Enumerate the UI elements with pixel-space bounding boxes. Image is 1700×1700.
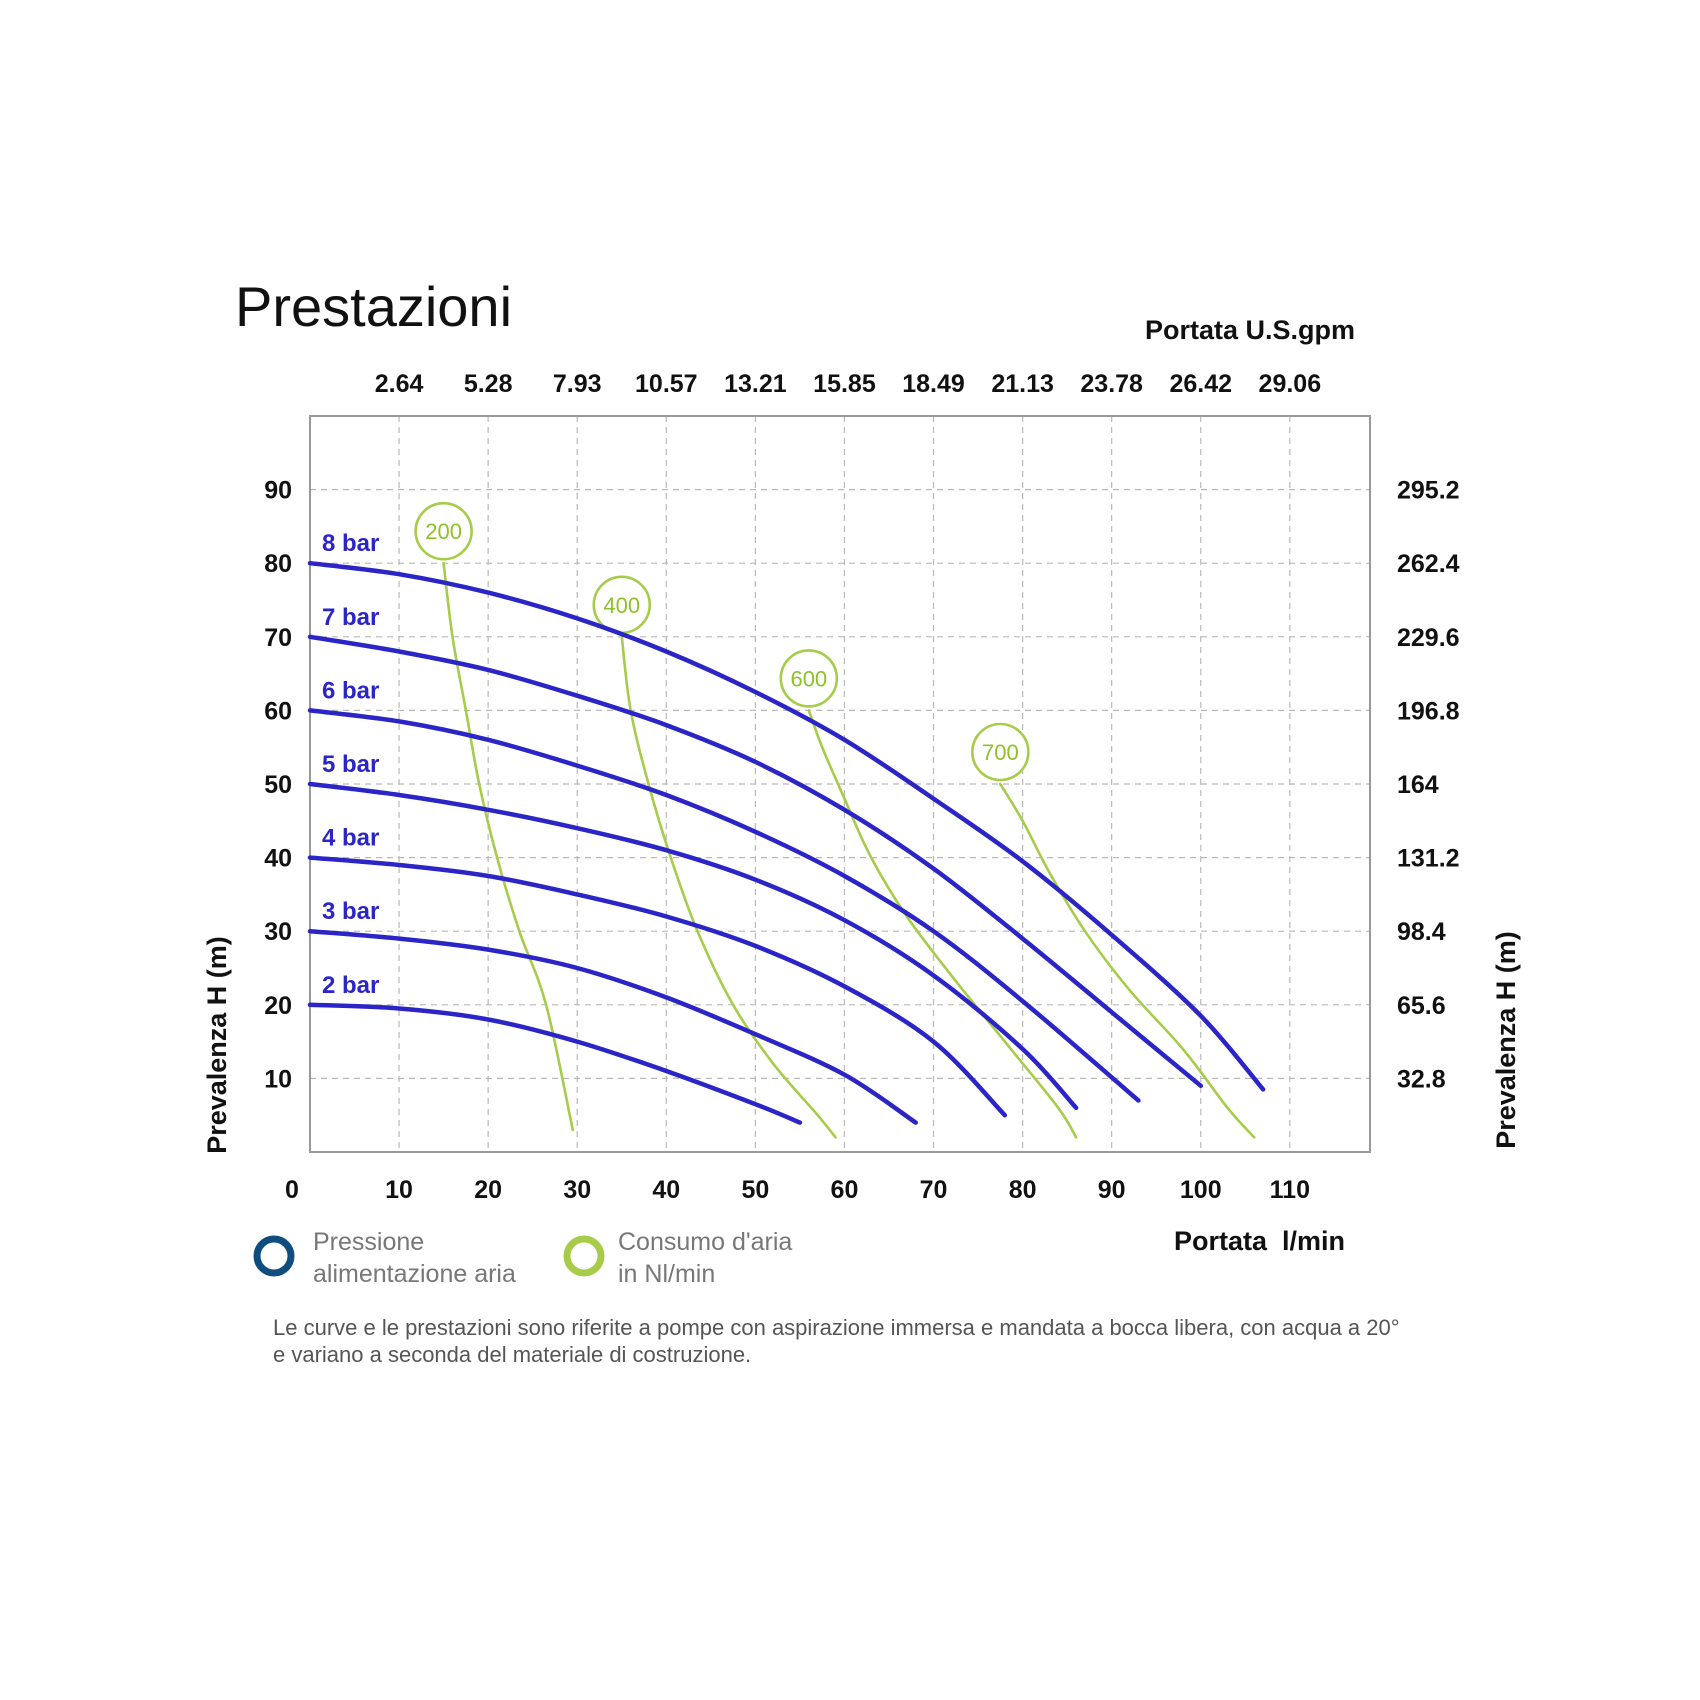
top-axis-title: Portata U.S.gpm xyxy=(1145,315,1355,345)
right-tick-label: 196.8 xyxy=(1397,697,1460,725)
right-tick-label: 262.4 xyxy=(1397,550,1460,578)
pressure-curve-3-bar xyxy=(307,928,918,1125)
top-tick-label: 26.42 xyxy=(1169,370,1232,398)
x-tick-label: 80 xyxy=(1009,1176,1037,1204)
x-tick-label: 100 xyxy=(1180,1176,1222,1204)
legend-air-icon xyxy=(563,1235,605,1277)
y-tick-label: 90 xyxy=(264,477,292,505)
footnote-line1: Le curve e le prestazioni sono riferite … xyxy=(273,1315,1400,1340)
y-tick-label: 60 xyxy=(264,697,292,725)
chart-title: Prestazioni xyxy=(235,275,512,338)
right-axis-ticks: 32.8 65.6 98.4 131.2 164 196.8 229.6 262.4 295.2 xyxy=(1397,477,1460,1094)
x-axis-ticks: 0 10 20 30 40 50 60 70 80 90 100 110 xyxy=(285,1176,1310,1204)
legend-pressure-label: Pressione alimentazione aria xyxy=(313,1228,516,1288)
x-tick-label: 20 xyxy=(474,1176,502,1204)
pressure-curve-8-bar xyxy=(307,560,1266,1092)
grid xyxy=(310,416,1370,1152)
footnote: Le curve e le prestazioni sono riferite … xyxy=(273,1315,1406,1367)
footnote-line2: e variano a seconda del materiale di cos… xyxy=(273,1342,751,1367)
top-tick-label: 23.78 xyxy=(1080,370,1143,398)
y-tick-label: 20 xyxy=(264,992,292,1020)
air-curve-400 xyxy=(620,635,837,1139)
top-tick-label: 18.49 xyxy=(902,370,965,398)
air-curve-label: 700 xyxy=(982,740,1019,765)
air-consumption-curves: 200 400 600 700 xyxy=(414,501,1256,1139)
top-tick-label: 10.57 xyxy=(635,370,698,398)
legend-air-line2: in Nl/min xyxy=(618,1260,715,1288)
pressure-curve-label: 2 bar xyxy=(322,972,379,999)
right-tick-label: 229.6 xyxy=(1397,624,1460,652)
y-tick-label: 30 xyxy=(264,918,292,946)
x-axis-title: Portata l/min xyxy=(1174,1226,1345,1256)
x-tick-label: 50 xyxy=(741,1176,769,1204)
right-tick-label: 98.4 xyxy=(1397,918,1446,946)
pressure-curve-label: 6 bar xyxy=(322,677,379,704)
pressure-curve-5-bar xyxy=(307,781,1079,1111)
pressure-curve-4-bar xyxy=(307,855,1008,1118)
pressure-curve-2-bar xyxy=(307,1002,803,1125)
air-curve-badge xyxy=(414,501,473,561)
right-tick-label: 164 xyxy=(1397,771,1439,799)
right-tick-label: 295.2 xyxy=(1397,477,1460,505)
y-tick-label: 80 xyxy=(264,550,292,578)
top-tick-label: 13.21 xyxy=(724,370,787,398)
legend-air-label: Consumo d'aria in Nl/min xyxy=(618,1228,799,1288)
x-tick-label: 110 xyxy=(1270,1176,1310,1204)
pressure-curve-label: 5 bar xyxy=(322,751,379,778)
pressure-curve-label: 4 bar xyxy=(322,825,379,852)
x-tick-label: 40 xyxy=(652,1176,680,1204)
y-tick-label: 40 xyxy=(264,845,292,873)
top-tick-label: 29.06 xyxy=(1259,370,1322,398)
top-tick-label: 5.28 xyxy=(464,370,513,398)
pressure-curve-label: 7 bar xyxy=(322,604,379,631)
top-axis-ticks: 2.64 5.28 7.93 10.57 13.21 15.85 18.49 21.13 23.… xyxy=(375,370,1321,398)
legend-air-line1: Consumo d'aria xyxy=(618,1228,792,1256)
y-tick-label: 70 xyxy=(264,624,292,652)
y-tick-label: 50 xyxy=(264,771,292,799)
legend-pressure-line2: alimentazione aria xyxy=(313,1260,516,1288)
pressure-curve-label: 8 bar xyxy=(322,530,379,557)
x-tick-label: 10 xyxy=(385,1176,413,1204)
legend-pressure-icon xyxy=(253,1235,295,1277)
x-tick-label: 70 xyxy=(920,1176,948,1204)
air-curve-label: 400 xyxy=(603,593,640,618)
air-curve-200 xyxy=(442,561,575,1132)
x-tick-label: 60 xyxy=(831,1176,859,1204)
air-curve-label: 600 xyxy=(790,666,827,691)
x-tick-label: 90 xyxy=(1098,1176,1126,1204)
right-axis-title: Prevalenza H (m) xyxy=(1491,931,1521,1149)
pressure-curve-label: 3 bar xyxy=(322,898,379,925)
air-curve-700 xyxy=(999,782,1256,1139)
air-curve-label: 200 xyxy=(425,519,462,544)
right-tick-label: 32.8 xyxy=(1397,1065,1446,1093)
legend: Pressione alimentazione aria Consumo d'a… xyxy=(253,1228,799,1288)
air-curve-600 xyxy=(807,709,1078,1139)
air-curve-badge xyxy=(971,722,1030,782)
right-tick-label: 65.6 xyxy=(1397,992,1446,1020)
x-tick-label: 30 xyxy=(563,1176,591,1204)
legend-pressure-line1: Pressione xyxy=(313,1228,424,1256)
top-tick-label: 15.85 xyxy=(813,370,876,398)
pressure-curves: 2 bar 3 bar 4 bar 5 bar 6 bar 7 bar 8 bar xyxy=(307,530,1266,1125)
top-tick-label: 21.13 xyxy=(991,370,1054,398)
y-axis-title: Prevalenza H (m) xyxy=(202,936,232,1154)
y-axis-ticks: 10 20 30 40 50 60 70 80 90 xyxy=(264,477,292,1094)
top-tick-label: 2.64 xyxy=(375,370,424,398)
right-tick-label: 131.2 xyxy=(1397,845,1460,873)
pressure-curve-6-bar xyxy=(307,708,1141,1103)
top-tick-label: 7.93 xyxy=(553,370,602,398)
x-tick-label: 0 xyxy=(285,1176,299,1204)
air-curve-badge xyxy=(779,649,839,708)
pressure-curve-7-bar xyxy=(307,634,1204,1089)
y-tick-label: 10 xyxy=(264,1065,292,1093)
